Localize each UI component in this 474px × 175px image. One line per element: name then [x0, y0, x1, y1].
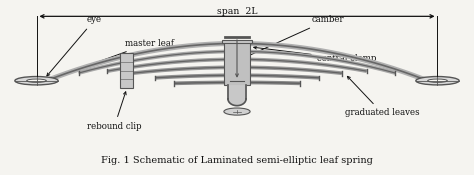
Ellipse shape [224, 108, 250, 115]
Polygon shape [228, 85, 246, 106]
Text: camber: camber [245, 15, 345, 57]
Ellipse shape [416, 76, 459, 85]
Text: graduated leaves: graduated leaves [345, 76, 419, 117]
Ellipse shape [15, 76, 58, 85]
Text: rebound clip: rebound clip [87, 92, 142, 131]
Ellipse shape [27, 79, 46, 82]
Bar [221, 40, 253, 43]
Ellipse shape [428, 79, 447, 82]
Text: central clamp: central clamp [254, 46, 376, 63]
Bar [120, 53, 134, 88]
Text: master leaf: master leaf [64, 39, 173, 75]
Bar [224, 41, 250, 85]
Text: span  2L: span 2L [217, 7, 257, 16]
Text: Fig. 1 Schematic of Laminated semi-elliptic leaf spring: Fig. 1 Schematic of Laminated semi-ellip… [101, 156, 373, 165]
Text: eye: eye [47, 15, 102, 76]
